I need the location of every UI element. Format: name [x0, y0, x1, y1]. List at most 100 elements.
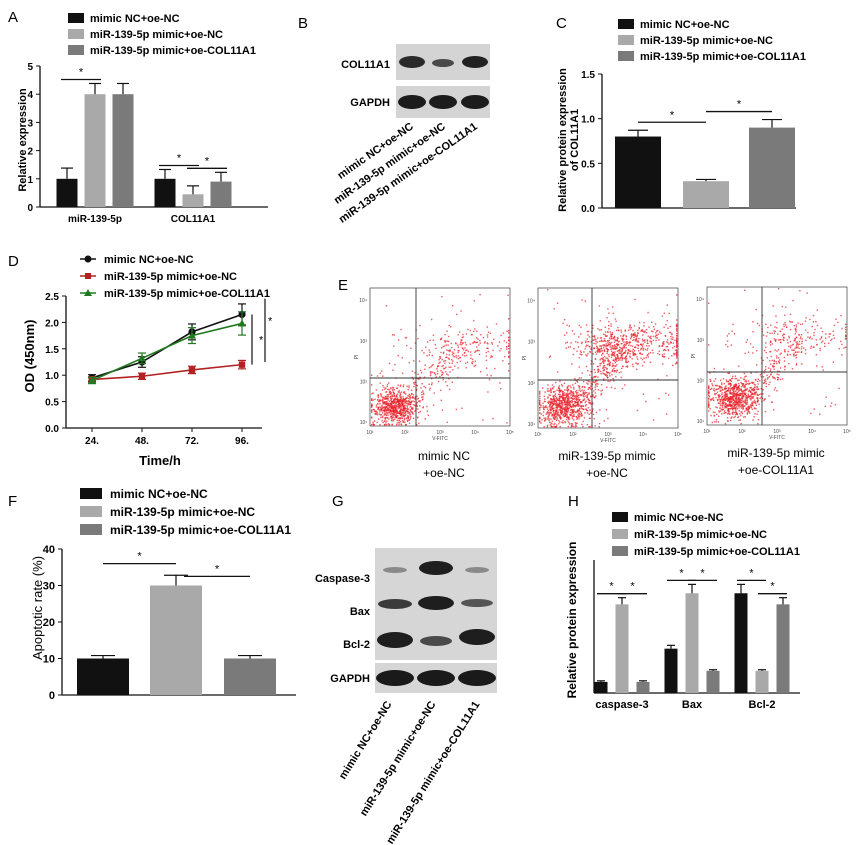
event-dot	[845, 326, 847, 329]
event-dot	[551, 402, 554, 405]
event-dot	[570, 394, 572, 397]
event-dot	[563, 398, 565, 401]
event-dot	[628, 326, 631, 329]
event-dot	[551, 408, 553, 410]
event-dot	[828, 336, 830, 338]
event-dot	[404, 414, 406, 417]
event-dot	[772, 409, 775, 411]
event-dot	[621, 349, 623, 351]
event-dot	[676, 324, 678, 327]
event-dot	[457, 344, 459, 346]
event-dot	[769, 332, 771, 335]
event-dot	[549, 405, 551, 407]
event-dot	[641, 329, 644, 331]
event-dot	[578, 357, 580, 359]
event-dot	[643, 325, 645, 327]
event-dot	[612, 364, 614, 367]
event-dot	[452, 360, 454, 362]
event-dot	[744, 401, 746, 404]
event-dot	[564, 407, 567, 410]
event-dot	[398, 419, 400, 422]
event-dot	[650, 337, 652, 340]
bar	[150, 585, 202, 695]
event-dot	[482, 337, 485, 339]
event-dot	[381, 389, 384, 391]
event-dot	[667, 349, 670, 352]
event-dot	[450, 366, 452, 368]
event-dot	[738, 401, 740, 403]
event-dot	[563, 382, 566, 385]
event-dot	[394, 406, 397, 409]
event-dot	[472, 342, 474, 344]
event-dot	[376, 413, 378, 415]
event-dot	[708, 385, 710, 387]
event-dot	[725, 405, 727, 407]
event-dot	[741, 411, 743, 413]
event-dot	[741, 395, 743, 398]
event-dot	[752, 397, 754, 399]
event-dot	[765, 368, 767, 371]
event-dot	[645, 332, 648, 334]
event-dot	[429, 387, 431, 389]
event-dot	[600, 394, 602, 396]
event-dot	[424, 364, 426, 366]
event-dot	[649, 340, 651, 342]
event-dot	[551, 420, 554, 423]
event-dot	[559, 409, 562, 411]
bar	[594, 681, 608, 693]
event-dot	[728, 382, 730, 385]
event-dot	[765, 323, 767, 326]
event-dot	[629, 324, 631, 326]
event-dot	[478, 344, 480, 346]
event-dot	[588, 336, 591, 338]
event-dot	[827, 342, 830, 344]
event-dot	[401, 412, 403, 414]
event-dot	[583, 408, 585, 411]
event-dot	[757, 383, 759, 385]
event-dot	[614, 340, 617, 342]
event-dot	[451, 304, 454, 307]
event-dot	[729, 400, 731, 402]
event-dot	[583, 399, 585, 401]
event-dot	[742, 383, 744, 385]
event-dot	[474, 364, 477, 367]
event-dot	[610, 348, 612, 351]
significance-star: *	[215, 563, 220, 575]
event-dot	[423, 393, 425, 396]
event-dot	[586, 338, 588, 340]
event-dot	[380, 407, 383, 410]
event-dot	[590, 396, 592, 398]
event-dot	[651, 321, 653, 323]
event-dot	[457, 367, 459, 369]
event-dot	[548, 414, 550, 417]
event-dot	[815, 339, 818, 341]
y-tick-label: 0	[27, 203, 33, 214]
x-tick-label: caspase-3	[595, 699, 648, 711]
event-dot	[784, 365, 786, 367]
event-dot	[620, 331, 623, 333]
event-dot	[390, 388, 392, 390]
bar	[664, 648, 678, 693]
event-dot	[640, 330, 642, 332]
event-dot	[717, 398, 719, 401]
event-dot	[734, 403, 736, 405]
event-dot	[616, 343, 619, 345]
event-dot	[598, 305, 601, 307]
event-dot	[609, 342, 612, 345]
event-dot	[382, 401, 384, 404]
event-dot	[646, 349, 648, 351]
event-dot	[417, 408, 419, 410]
event-dot	[812, 314, 815, 317]
event-dot	[726, 340, 729, 342]
event-dot	[610, 353, 613, 356]
event-dot	[570, 393, 572, 395]
event-dot	[574, 424, 577, 426]
event-dot	[727, 405, 730, 407]
event-dot	[375, 404, 378, 406]
event-dot	[553, 399, 556, 401]
event-dot	[561, 411, 564, 413]
event-dot	[788, 335, 790, 338]
event-dot	[646, 339, 648, 341]
event-dot	[615, 347, 617, 350]
event-dot	[764, 369, 766, 372]
